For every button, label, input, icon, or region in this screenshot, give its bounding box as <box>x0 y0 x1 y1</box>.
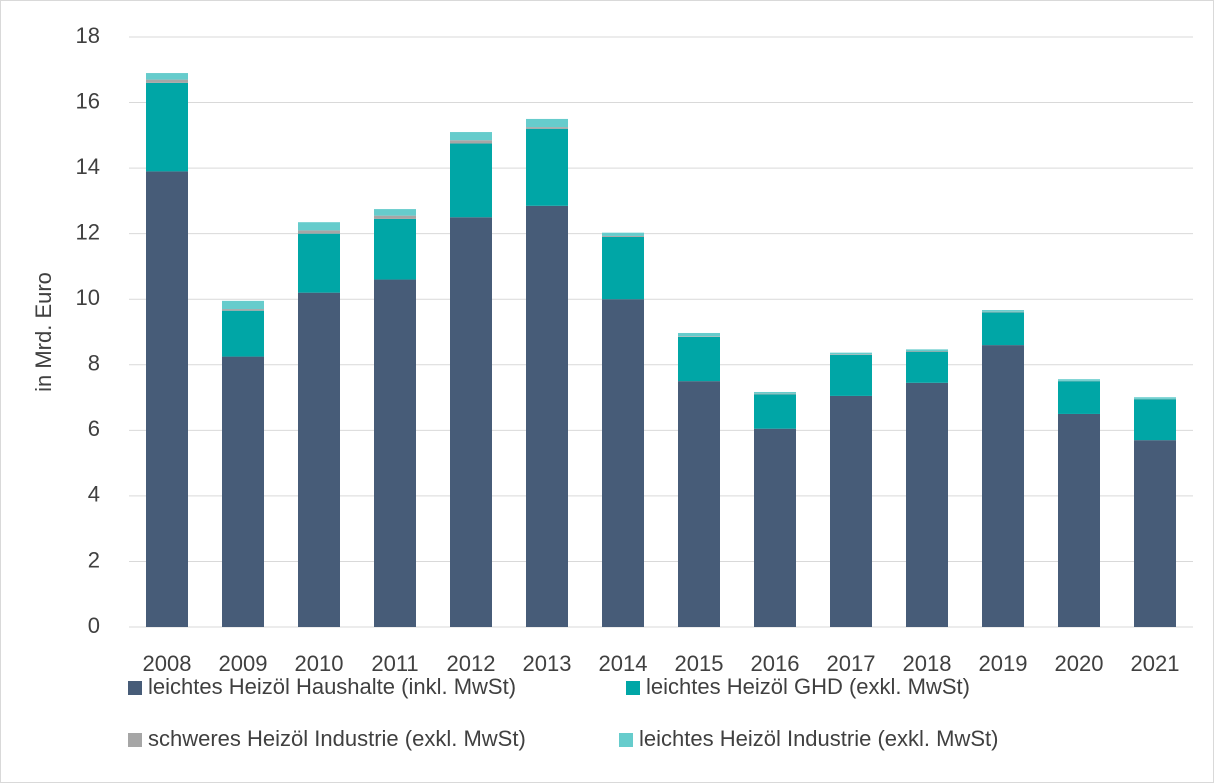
x-tick-label: 2019 <box>979 651 1028 676</box>
legend-label: schweres Heizöl Industrie (exkl. MwSt) <box>148 726 526 751</box>
bar-segment <box>754 394 796 429</box>
bar-segment <box>678 332 720 337</box>
bar-segment <box>830 395 872 627</box>
y-tick-label: 6 <box>88 416 100 441</box>
bar-segment <box>602 232 644 236</box>
x-tick-label: 2017 <box>827 651 876 676</box>
y-tick-label: 14 <box>76 154 100 179</box>
bar-segment <box>1058 381 1100 414</box>
x-tick-label: 2015 <box>675 651 724 676</box>
bar-segment <box>450 143 492 218</box>
x-tick-label: 2010 <box>295 651 344 676</box>
bar-segment <box>374 209 416 216</box>
x-tick-label: 2008 <box>143 651 192 676</box>
bar-segment <box>830 354 872 396</box>
y-tick-label: 18 <box>76 23 100 48</box>
bar-segment <box>526 205 568 628</box>
bar-segment <box>298 292 340 627</box>
y-tick-label: 10 <box>76 285 100 310</box>
x-tick-label: 2012 <box>447 651 496 676</box>
y-tick-label: 0 <box>88 613 100 638</box>
bar-segment <box>526 118 568 128</box>
legend-swatch <box>128 733 142 747</box>
bar-segment <box>982 345 1024 627</box>
x-tick-label: 2014 <box>599 651 648 676</box>
bar-segment <box>602 236 644 300</box>
bar-segment <box>526 128 568 206</box>
bar-segment <box>374 279 416 627</box>
bar-segment <box>982 311 1024 313</box>
bar-segment <box>450 132 492 141</box>
bar-segment <box>298 230 340 234</box>
x-tick-label: 2013 <box>523 651 572 676</box>
bar-segment <box>1058 379 1100 381</box>
bar-segment <box>222 300 264 310</box>
bar-segment <box>1134 397 1176 399</box>
legend-swatch <box>626 681 640 695</box>
bar-segment <box>754 428 796 627</box>
legend-label: leichtes Heizöl GHD (exkl. MwSt) <box>646 674 970 699</box>
bar-segment <box>906 382 948 627</box>
bar-segment <box>754 391 796 394</box>
x-tick-label: 2020 <box>1055 651 1104 676</box>
bar-segment <box>602 235 644 237</box>
x-tick-label: 2009 <box>219 651 268 676</box>
bar-segment <box>450 140 492 144</box>
bar-segment <box>906 351 948 383</box>
bar-segment <box>1058 413 1100 627</box>
legend-swatch <box>619 733 633 747</box>
bar-segment <box>146 79 188 83</box>
bar-segment <box>222 356 264 627</box>
bar-segment <box>298 222 340 231</box>
bar-segment <box>678 381 720 627</box>
bar-segment <box>450 217 492 627</box>
bar-segment <box>1134 440 1176 627</box>
legend-swatch <box>128 681 142 695</box>
legend-label: leichtes Heizöl Haushalte (inkl. MwSt) <box>148 674 516 699</box>
bar-segment <box>146 171 188 627</box>
x-tick-label: 2016 <box>751 651 800 676</box>
legend-label: leichtes Heizöl Industrie (exkl. MwSt) <box>639 726 998 751</box>
bar-segment <box>982 312 1024 346</box>
bar-segment <box>678 336 720 382</box>
bar-segment <box>374 218 416 280</box>
bar-segment <box>906 351 948 352</box>
bar-segment <box>222 309 264 311</box>
y-tick-label: 12 <box>76 219 100 244</box>
bar-segment <box>298 233 340 293</box>
bar-segment <box>374 215 416 219</box>
bar-segment <box>906 349 948 352</box>
y-axis-label: in Mrd. Euro <box>31 272 56 392</box>
bar-segment <box>830 354 872 355</box>
y-tick-label: 2 <box>88 547 100 572</box>
bar-segment <box>678 336 720 337</box>
x-tick-label: 2018 <box>903 651 952 676</box>
bar-segment <box>146 82 188 172</box>
bar-segment <box>982 310 1024 312</box>
bar-segment <box>602 299 644 627</box>
bar-segment <box>222 310 264 357</box>
bar-segment <box>754 393 796 395</box>
x-tick-label: 2011 <box>371 651 418 676</box>
bar-segment <box>146 73 188 80</box>
y-tick-label: 16 <box>76 88 100 113</box>
bar-segment <box>830 352 872 355</box>
bar-segment <box>1134 399 1176 441</box>
y-tick-label: 4 <box>88 482 100 507</box>
x-tick-label: 2021 <box>1131 651 1180 676</box>
bar-segment <box>526 127 568 129</box>
y-tick-label: 8 <box>88 351 100 376</box>
